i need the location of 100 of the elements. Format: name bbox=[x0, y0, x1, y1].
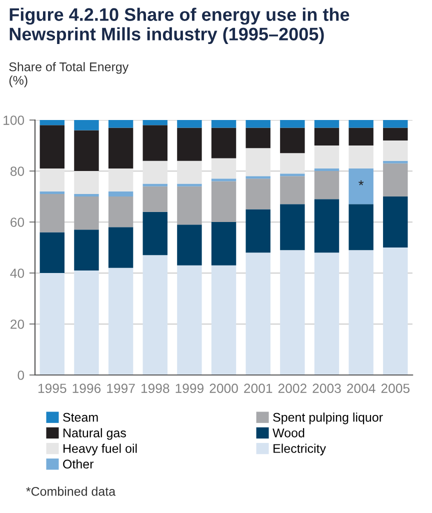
x-tick-label: 1998 bbox=[141, 384, 170, 394]
y-tick-label: 0 bbox=[18, 370, 24, 380]
bar bbox=[74, 130, 99, 172]
bar bbox=[74, 171, 99, 194]
bar bbox=[142, 125, 168, 161]
x-tick-label: 2002 bbox=[278, 384, 306, 394]
bar bbox=[348, 120, 374, 128]
bar bbox=[211, 178, 236, 182]
bar bbox=[280, 153, 305, 174]
legend-label: Natural gas bbox=[64, 428, 126, 440]
bar bbox=[177, 128, 202, 161]
bar bbox=[383, 128, 408, 140]
legend-label: Other bbox=[63, 459, 94, 469]
bar bbox=[211, 128, 236, 158]
bar bbox=[280, 174, 305, 176]
bar bbox=[246, 176, 270, 179]
bar bbox=[211, 181, 236, 222]
y-axis-title: Share of Total Energy (%) bbox=[9, 62, 129, 88]
bar bbox=[383, 196, 408, 248]
bar bbox=[348, 204, 374, 250]
bar bbox=[348, 250, 374, 376]
bar bbox=[383, 160, 408, 164]
legend-label: Spent pulping liquor bbox=[273, 412, 383, 424]
x-tick-label: 1995 bbox=[38, 384, 66, 394]
y-tick-label: 80 bbox=[10, 166, 24, 176]
legend-label: Wood bbox=[272, 428, 304, 438]
bar bbox=[280, 120, 305, 128]
bar bbox=[108, 196, 134, 228]
bar bbox=[211, 265, 236, 376]
bar bbox=[40, 125, 65, 168]
bar bbox=[40, 120, 65, 126]
y-tick-label: 100 bbox=[4, 116, 24, 125]
bar bbox=[40, 194, 65, 232]
y-tick-label: 20 bbox=[10, 320, 24, 329]
bar bbox=[211, 120, 236, 128]
bar bbox=[246, 252, 270, 376]
bar bbox=[108, 168, 134, 192]
bar bbox=[177, 265, 202, 376]
bar bbox=[74, 194, 99, 197]
bar bbox=[246, 148, 270, 176]
x-tick-label: 1996 bbox=[72, 384, 101, 394]
y-tick-label: 40 bbox=[10, 268, 24, 278]
text: *Combined data bbox=[26, 486, 116, 496]
x-tick-label: 2005 bbox=[381, 384, 410, 394]
bar bbox=[74, 270, 99, 376]
bar bbox=[74, 196, 99, 230]
bar bbox=[348, 146, 374, 168]
y-tick-label: 60 bbox=[10, 218, 24, 227]
bar bbox=[211, 158, 236, 179]
bar bbox=[142, 120, 168, 126]
legend-label: Heavy fuel oil bbox=[64, 444, 137, 456]
x-tick-label: 2003 bbox=[312, 384, 341, 394]
bar bbox=[142, 255, 168, 376]
bar bbox=[348, 168, 374, 204]
bar bbox=[74, 230, 99, 270]
bar bbox=[246, 128, 270, 148]
bar bbox=[280, 176, 305, 204]
annotation: * bbox=[358, 180, 364, 186]
bar bbox=[142, 184, 168, 186]
bar bbox=[108, 128, 134, 168]
bar bbox=[280, 128, 305, 154]
x-tick-label: 1997 bbox=[107, 384, 135, 394]
bar bbox=[142, 160, 168, 184]
bar bbox=[280, 250, 305, 376]
x-tick-label: 2001 bbox=[244, 384, 272, 394]
bar bbox=[177, 224, 202, 266]
legend-label: Electricity bbox=[274, 444, 326, 456]
bar bbox=[142, 186, 168, 212]
bar bbox=[177, 160, 202, 184]
bar bbox=[246, 178, 270, 210]
x-tick-label: 2004 bbox=[347, 384, 376, 394]
legend-label: Steam bbox=[63, 412, 98, 422]
bar bbox=[108, 191, 134, 197]
bar bbox=[40, 232, 65, 274]
bar bbox=[40, 168, 65, 192]
x-tick-label: 1999 bbox=[176, 384, 204, 394]
bar bbox=[383, 120, 408, 128]
bar bbox=[383, 140, 408, 161]
bar bbox=[108, 227, 134, 268]
bar bbox=[177, 184, 202, 186]
bar bbox=[177, 120, 202, 128]
bar bbox=[40, 191, 65, 194]
bar bbox=[314, 171, 340, 200]
bar bbox=[314, 252, 340, 376]
bar bbox=[177, 186, 202, 225]
bar bbox=[314, 146, 340, 168]
x-tick-label: 2000 bbox=[210, 384, 238, 394]
bar bbox=[314, 199, 340, 253]
bar bbox=[383, 248, 408, 376]
bar bbox=[383, 163, 408, 197]
bar bbox=[246, 120, 270, 128]
bar bbox=[211, 222, 236, 266]
bar bbox=[314, 120, 340, 128]
bar bbox=[348, 128, 374, 146]
bar bbox=[40, 273, 65, 376]
bar bbox=[314, 168, 340, 172]
bar bbox=[314, 128, 340, 146]
bar bbox=[74, 120, 99, 130]
bar bbox=[142, 212, 168, 256]
bar bbox=[280, 204, 305, 250]
